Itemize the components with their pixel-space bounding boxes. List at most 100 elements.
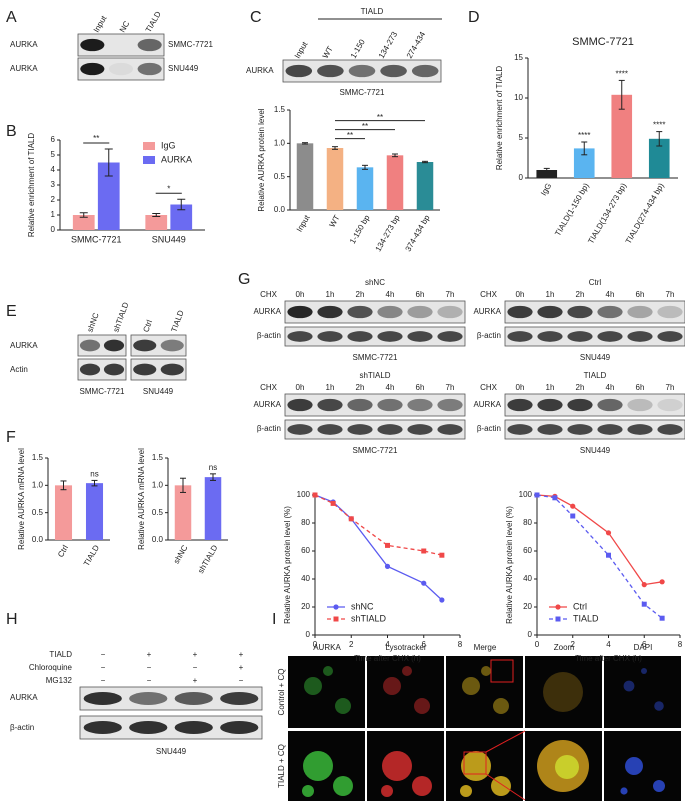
legend-marker: [555, 604, 561, 610]
bar: [174, 485, 192, 540]
band: [377, 331, 403, 342]
y-tick-label: 5: [51, 150, 56, 159]
legend-marker: [555, 616, 561, 622]
condition-sign: −: [239, 676, 244, 685]
x-tick-label: 8: [458, 640, 463, 649]
band: [80, 38, 105, 52]
band: [627, 398, 653, 412]
y-tick-label: 1.5: [152, 453, 164, 462]
condition-sign: +: [193, 676, 198, 685]
point: [552, 495, 558, 501]
panel-letter: C: [250, 9, 262, 26]
band: [377, 398, 403, 412]
bar: [97, 162, 120, 230]
band: [347, 305, 373, 319]
cell-signal: [641, 668, 647, 674]
blot-title: shTIALD: [359, 371, 390, 380]
band: [137, 38, 162, 52]
row-label: AURKA: [10, 341, 38, 350]
time-label: 7h: [666, 383, 675, 392]
condition-sign: −: [101, 663, 106, 672]
band: [160, 339, 184, 352]
significance-label: *: [167, 184, 170, 193]
micrograph: [446, 656, 523, 728]
y-tick-label: 2: [51, 195, 56, 204]
band: [103, 339, 125, 352]
zoom-line: [485, 773, 526, 801]
row-label: AURKA: [253, 400, 281, 409]
band: [103, 363, 125, 376]
panel-letter: E: [6, 303, 17, 320]
point: [421, 548, 427, 554]
point: [330, 500, 336, 506]
band: [160, 363, 184, 376]
x-tick-label: 0: [313, 640, 318, 649]
legend-label: AURKA: [161, 154, 192, 164]
time-label: 6h: [416, 290, 425, 299]
y-tick-label: 0.5: [152, 508, 164, 517]
band: [348, 64, 376, 78]
band: [407, 331, 433, 342]
band: [507, 305, 533, 319]
cell-line: SNU449: [580, 353, 611, 362]
band: [597, 424, 623, 435]
point: [570, 503, 576, 509]
cell-signal: [381, 785, 393, 797]
row-label: Control + CQ: [277, 669, 286, 716]
time-label: 2h: [356, 290, 365, 299]
y-tick-label: 0: [51, 225, 56, 234]
cell-signal: [654, 701, 664, 711]
cell-signal: [335, 698, 351, 714]
band: [174, 692, 213, 705]
column-header: DAPI: [634, 643, 653, 652]
y-axis-label: Relative AURKA protein level (%): [283, 506, 292, 624]
treatment-label: CHX: [260, 383, 278, 392]
point: [439, 552, 445, 558]
bar: [54, 485, 73, 540]
row-label: AURKA: [253, 307, 281, 316]
series-line: [536, 494, 663, 586]
time-label: 7h: [666, 290, 675, 299]
condition-label: Chloroquine: [29, 663, 73, 672]
y-tick-label: 20: [523, 602, 532, 611]
y-tick-label: 80: [523, 518, 532, 527]
legend-swatch: [143, 156, 155, 164]
bar: [204, 477, 222, 540]
row-label: β-actin: [477, 331, 501, 340]
time-label: 4h: [606, 383, 615, 392]
time-label: 0h: [296, 290, 305, 299]
band: [567, 305, 593, 319]
cell-signal: [304, 677, 322, 695]
panel-letter: F: [6, 429, 16, 446]
band: [627, 305, 653, 319]
y-tick-label: 4: [51, 165, 56, 174]
treatment-label: CHX: [260, 290, 278, 299]
cell-signal: [303, 751, 333, 781]
condition-sign: −: [101, 650, 106, 659]
band: [317, 398, 343, 412]
y-tick-label: 10: [514, 93, 523, 102]
band: [411, 64, 439, 78]
time-label: 2h: [356, 383, 365, 392]
x-tick-label: 6: [642, 640, 647, 649]
x-tick-label: 2: [571, 640, 576, 649]
y-tick-label: 0.5: [32, 508, 44, 517]
point: [312, 492, 318, 498]
y-tick-label: 0.0: [152, 535, 164, 544]
x-tick-label: 4: [606, 640, 611, 649]
band: [377, 305, 403, 319]
y-tick-label: 1.5: [274, 105, 286, 114]
condition-sign: +: [239, 650, 244, 659]
time-label: 0h: [516, 383, 525, 392]
band: [133, 363, 157, 376]
cell-line: SNU449: [156, 747, 187, 756]
point: [606, 552, 611, 558]
band: [507, 398, 533, 412]
time-label: 4h: [606, 290, 615, 299]
time-label: 1h: [326, 383, 335, 392]
cell-signal: [302, 785, 314, 797]
band: [597, 305, 623, 319]
y-tick-label: 100: [297, 490, 311, 499]
panel-letter: B: [6, 123, 17, 140]
